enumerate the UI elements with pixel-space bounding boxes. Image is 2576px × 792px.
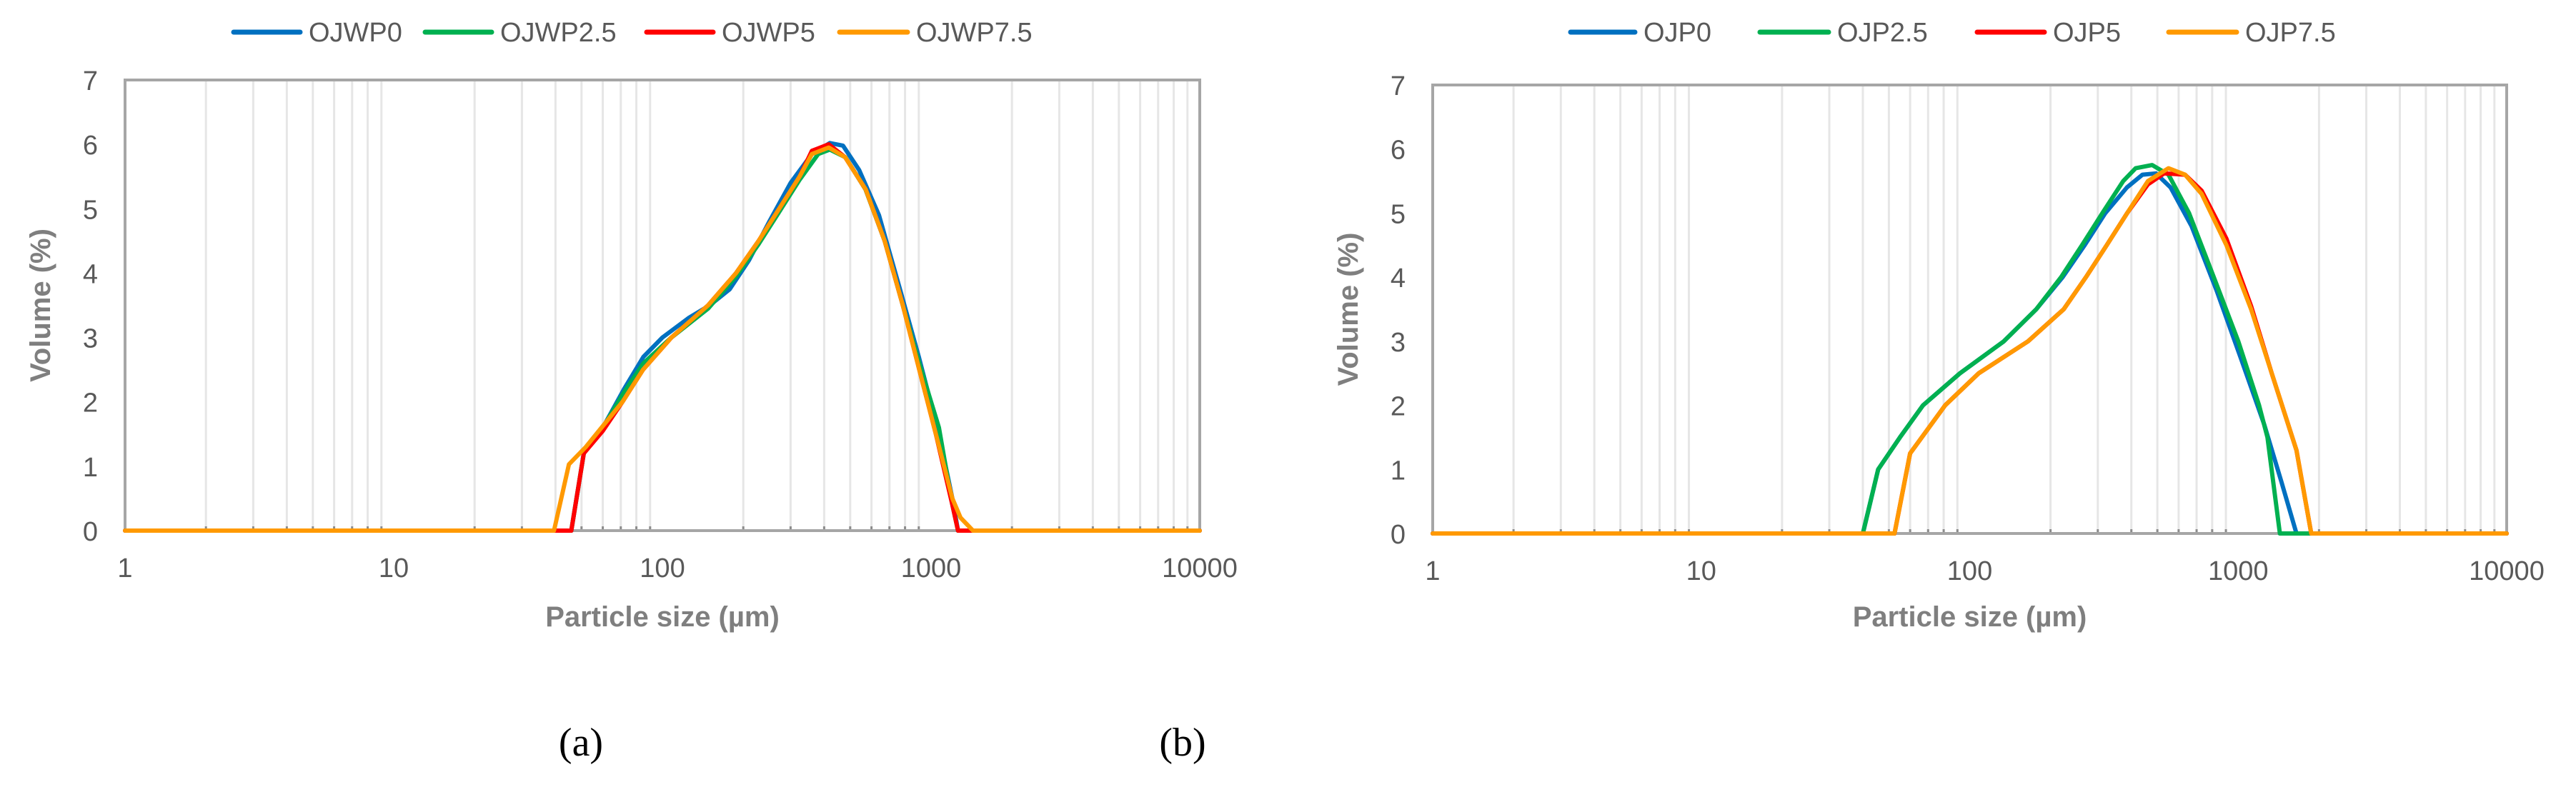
- series-line-OJP2.5: [1431, 163, 2509, 536]
- x-tick-label: 1: [117, 553, 132, 583]
- legend-label: OJWP5: [722, 18, 815, 48]
- legend-label: OJP0: [1643, 18, 1711, 48]
- x-axis-title: Particle size (µm): [1853, 601, 2087, 633]
- y-tick-label: 7: [1391, 71, 1406, 101]
- x-tick-label: 100: [640, 553, 685, 583]
- y-tick-label: 1: [83, 453, 98, 483]
- legend-label: OJP5: [2053, 18, 2121, 48]
- y-tick-label: 7: [83, 66, 98, 96]
- plot-area: [124, 79, 1201, 532]
- y-tick-label: 4: [1391, 264, 1406, 294]
- x-tick-label: 1000: [901, 553, 962, 583]
- x-tick-label: 10: [379, 553, 409, 583]
- x-tick-label: 1: [1425, 556, 1440, 586]
- y-tick-label: 6: [83, 131, 98, 161]
- legend-label: OJP2.5: [1837, 18, 1928, 48]
- series-line-OJWP7.5: [123, 145, 1202, 533]
- y-tick-label: 0: [83, 517, 98, 547]
- y-tick-label: 4: [83, 259, 98, 289]
- legend-label: OJP7.5: [2245, 18, 2336, 48]
- x-tick-label: 1000: [2208, 556, 2269, 586]
- x-tick-label: 100: [1947, 556, 1992, 586]
- legend-label: OJWP2.5: [500, 18, 617, 48]
- legend-label: OJWP7.5: [916, 18, 1033, 48]
- legend-label: OJWP0: [309, 18, 402, 48]
- series-line-OJP7.5: [1431, 166, 2509, 536]
- y-tick-label: 5: [83, 195, 98, 225]
- y-axis-title: Volume (%): [1333, 233, 1364, 386]
- x-tick-label: 10000: [2469, 556, 2545, 586]
- x-tick-label: 10000: [1162, 553, 1238, 583]
- plot-area: [1431, 84, 2508, 535]
- y-tick-label: 0: [1391, 520, 1406, 550]
- y-tick-label: 3: [83, 324, 98, 354]
- y-tick-label: 3: [1391, 328, 1406, 358]
- y-tick-label: 2: [83, 389, 98, 418]
- panel-label: (b): [1159, 721, 1205, 765]
- y-axis-title: Volume (%): [25, 229, 56, 382]
- y-tick-label: 2: [1391, 392, 1406, 422]
- x-axis-title: Particle size (µm): [545, 601, 780, 633]
- x-tick-label: 10: [1686, 556, 1716, 586]
- y-tick-label: 5: [1391, 199, 1406, 229]
- y-tick-label: 6: [1391, 136, 1406, 166]
- y-tick-label: 1: [1391, 456, 1406, 486]
- panel-label: (a): [559, 721, 603, 765]
